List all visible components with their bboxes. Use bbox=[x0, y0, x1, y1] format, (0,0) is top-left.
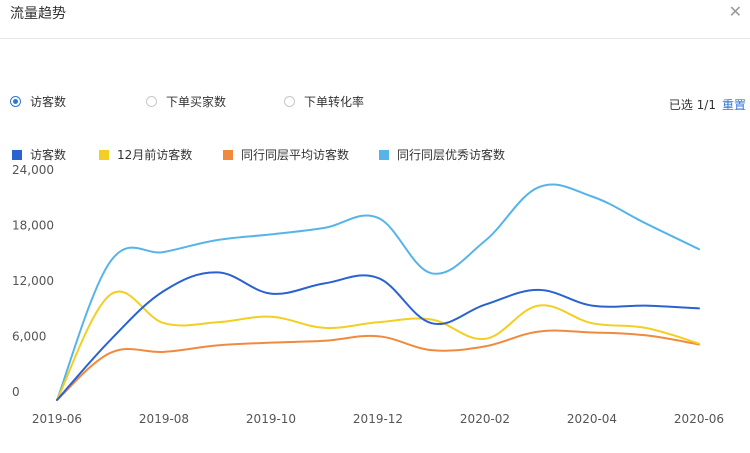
dialog-header: 流量趋势 ✕ bbox=[0, 0, 750, 39]
legend-label: 同行同层优秀访客数 bbox=[397, 148, 506, 162]
x-tick-label: 2020-06 bbox=[674, 412, 724, 426]
legend-swatch bbox=[223, 149, 233, 160]
metric-option-label: 下单买家数 bbox=[166, 95, 227, 109]
legend-swatch bbox=[12, 149, 22, 160]
y-tick-label: 18,000 bbox=[12, 219, 54, 233]
legend-item-peer-excellent[interactable]: 同行同层优秀访客数 bbox=[379, 146, 505, 163]
legend-label: 访客数 bbox=[30, 148, 67, 162]
legend-item-visitors[interactable]: 访客数 bbox=[12, 146, 66, 163]
reset-link[interactable]: 重置 bbox=[721, 98, 746, 112]
metric-option-visitors[interactable]: 访客数 bbox=[10, 93, 66, 110]
close-icon[interactable]: ✕ bbox=[728, 2, 742, 21]
x-tick-label: 2019-12 bbox=[353, 412, 403, 426]
x-tick-label: 2019-08 bbox=[139, 412, 189, 426]
selected-count: 已选 1/1 bbox=[668, 98, 716, 112]
metric-option-conversion[interactable]: 下单转化率 bbox=[284, 93, 364, 110]
chart-legend: 访客数 12月前访客数 同行同层平均访客数 同行同层优秀访客数 bbox=[0, 146, 750, 164]
x-tick-label: 2020-02 bbox=[460, 412, 510, 426]
series-line-last-year bbox=[56, 290, 700, 401]
x-tick-label: 2019-06 bbox=[32, 412, 82, 426]
legend-swatch bbox=[379, 149, 389, 160]
series-line-peer-excellent bbox=[56, 183, 700, 401]
radio-unchecked-icon[interactable] bbox=[146, 96, 157, 107]
y-tick-label: 6,000 bbox=[12, 330, 46, 344]
metric-option-label: 下单转化率 bbox=[304, 95, 365, 109]
y-tick-label: 24,000 bbox=[12, 163, 54, 177]
series-line-visitors bbox=[56, 271, 700, 401]
y-tick-label: 12,000 bbox=[12, 274, 54, 288]
metric-option-label: 访客数 bbox=[30, 95, 67, 109]
series-line-peer-average bbox=[56, 329, 700, 401]
legend-item-peer-average[interactable]: 同行同层平均访客数 bbox=[223, 146, 349, 163]
x-tick-label: 2020-04 bbox=[567, 412, 617, 426]
legend-label: 同行同层平均访客数 bbox=[241, 148, 350, 162]
y-tick-label: 0 bbox=[12, 385, 20, 399]
legend-swatch bbox=[99, 149, 109, 160]
metric-radio-group: 访客数 下单买家数 下单转化率 bbox=[0, 93, 750, 117]
x-tick-label: 2019-10 bbox=[246, 412, 296, 426]
dialog-title: 流量趋势 bbox=[10, 6, 66, 22]
legend-label: 12月前访客数 bbox=[117, 148, 193, 162]
radio-unchecked-icon[interactable] bbox=[284, 96, 295, 107]
radio-checked-icon[interactable] bbox=[10, 96, 21, 107]
legend-item-last-year[interactable]: 12月前访客数 bbox=[99, 146, 192, 163]
metric-option-buyers[interactable]: 下单买家数 bbox=[146, 93, 226, 110]
